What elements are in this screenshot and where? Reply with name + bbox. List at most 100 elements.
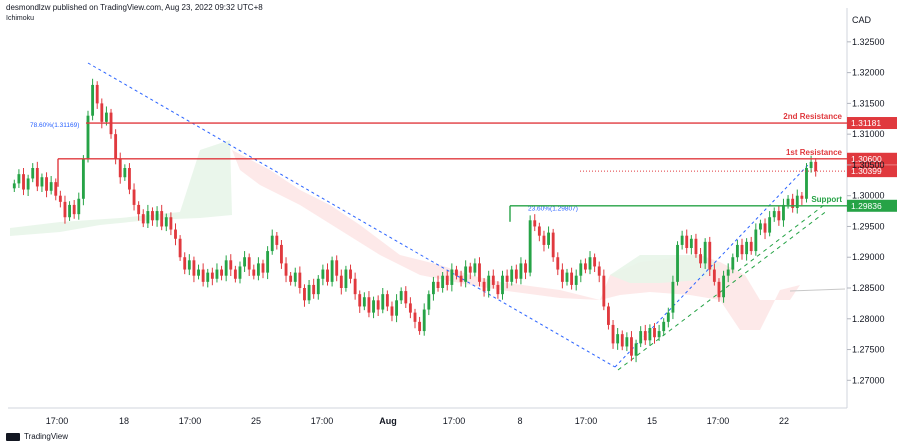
candle-body[interactable] [22,174,25,190]
candle-body[interactable] [436,281,440,288]
candle-body[interactable] [791,198,795,208]
candle-body[interactable] [330,260,334,282]
candle-body[interactable] [556,257,560,270]
candle-body[interactable] [238,266,242,279]
candle-body[interactable] [293,272,297,282]
candle-body[interactable] [574,275,578,285]
candle-body[interactable] [542,235,546,245]
candle-body[interactable] [381,294,385,310]
candle-body[interactable] [224,260,228,276]
candle-body[interactable] [708,241,712,270]
candle-body[interactable] [726,269,730,276]
candle-body[interactable] [86,115,90,159]
candle-body[interactable] [749,241,753,252]
candle-body[interactable] [579,263,583,276]
candle-body[interactable] [422,309,426,332]
candle-body[interactable] [26,178,30,190]
candle-body[interactable] [740,244,744,255]
candle-body[interactable] [459,275,463,282]
candle-body[interactable] [77,198,81,215]
candle-body[interactable] [45,177,48,191]
candle-body[interactable] [155,211,159,221]
candle-body[interactable] [413,312,417,322]
candle-body[interactable] [81,158,85,199]
candle-body[interactable] [132,189,136,205]
candle-body[interactable] [137,204,141,215]
candle-body[interactable] [703,241,707,264]
candle-body[interactable] [17,174,21,184]
candle-body[interactable] [666,312,670,322]
candle-body[interactable] [510,269,514,282]
candle-body[interactable] [63,201,67,218]
candle-body[interactable] [151,211,154,221]
candle-body[interactable] [519,263,523,279]
candle-body[interactable] [431,281,435,295]
candle-body[interactable] [321,269,325,279]
candle-body[interactable] [270,235,274,252]
candle-body[interactable] [12,183,16,189]
candle-body[interactable] [114,134,118,159]
candle-body[interactable] [634,343,638,356]
candle-body[interactable] [611,324,615,344]
candle-body[interactable] [215,269,219,279]
candle-body[interactable] [192,260,196,276]
candle-body[interactable] [303,288,306,301]
candle-body[interactable] [256,263,260,276]
candle-body[interactable] [782,204,785,221]
candle-body[interactable] [455,269,458,276]
candle-body[interactable] [284,263,288,276]
candle-body[interactable] [49,182,53,191]
candle-body[interactable] [680,235,684,245]
candle-body[interactable] [464,266,468,282]
candle-body[interactable] [800,195,804,199]
candle-body[interactable] [712,269,716,282]
candle-body[interactable] [524,263,527,273]
candle-body[interactable] [768,217,772,233]
candle-body[interactable] [164,217,168,227]
candle-body[interactable] [358,294,362,307]
candle-body[interactable] [722,275,726,298]
candle-body[interactable] [735,244,739,258]
candle-body[interactable] [128,168,131,190]
candle-body[interactable] [565,272,569,282]
candle-body[interactable] [570,272,574,285]
candle-body[interactable] [468,266,472,273]
candle-body[interactable] [385,294,389,307]
candle-body[interactable] [754,229,758,252]
candle-body[interactable] [583,263,587,270]
candle-body[interactable] [717,281,721,298]
candle-body[interactable] [616,334,620,344]
candle-body[interactable] [247,257,251,270]
candle-body[interactable] [763,223,767,233]
candle-body[interactable] [491,275,495,285]
candle-body[interactable] [54,182,58,196]
candle-body[interactable] [560,269,564,282]
candle-body[interactable] [408,303,412,313]
candle-body[interactable] [35,168,39,187]
candle-body[interactable] [367,297,371,313]
candle-body[interactable] [210,272,214,279]
candle-body[interactable] [699,254,702,264]
candle-body[interactable] [118,158,122,178]
candle-body[interactable] [501,275,504,295]
candle-body[interactable] [496,284,500,295]
candle-body[interactable] [745,241,749,255]
candle-body[interactable] [685,235,689,248]
candle-body[interactable] [280,244,283,264]
candle-body[interactable] [607,306,610,325]
candle-body[interactable] [298,272,302,288]
candle-body[interactable] [671,281,675,313]
candle-body[interactable] [312,284,316,295]
candle-body[interactable] [372,300,375,313]
candle-body[interactable] [505,275,509,282]
candle-body[interactable] [169,217,173,230]
candle-body[interactable] [123,168,127,178]
candle-body[interactable] [731,257,735,270]
candle-body[interactable] [220,269,223,276]
candle-body[interactable] [514,269,518,279]
candle-body[interactable] [547,232,550,245]
candle-body[interactable] [104,112,108,122]
candle-body[interactable] [233,269,237,279]
candle-body[interactable] [657,331,661,338]
